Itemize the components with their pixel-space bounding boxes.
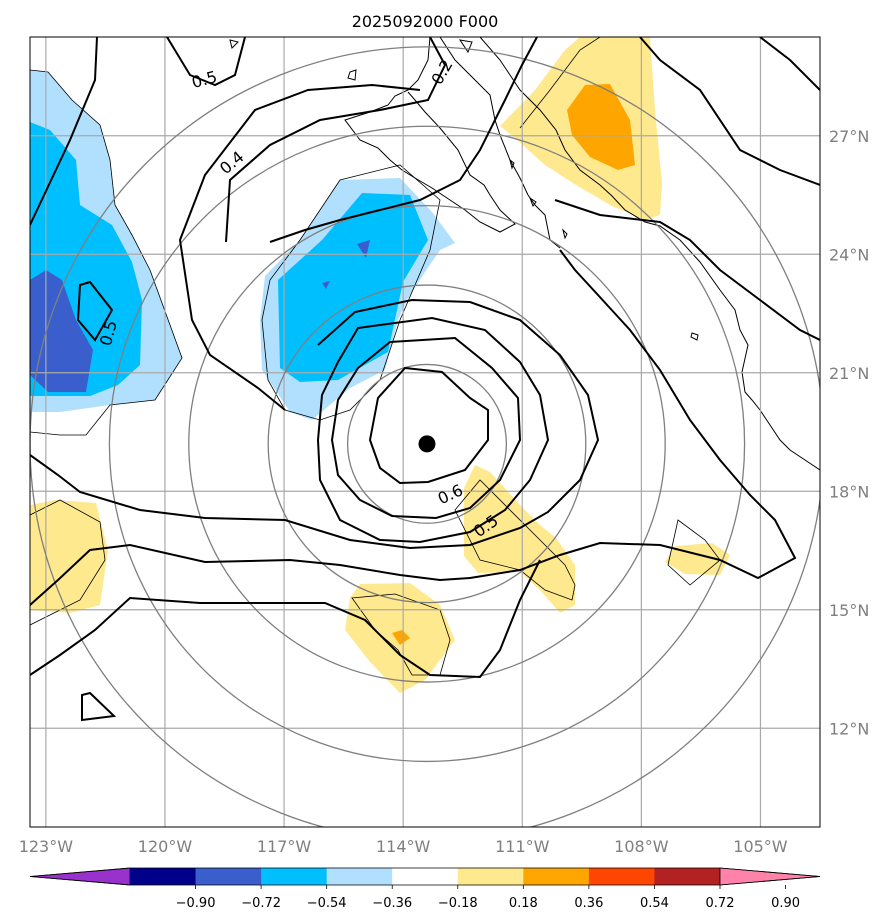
island-4 [562,228,568,240]
colorbar-outline [29,867,821,886]
range-ring-4 [30,46,820,827]
gulf-of-california-coast [439,37,561,249]
shade-negative-dot-1 [357,240,370,258]
lon-tick-label-3: 114°W [376,837,431,856]
contour-02-north [225,37,447,243]
contour-ring-2 [330,336,522,520]
island-1 [690,332,699,341]
contour-05-loop-west [30,37,98,226]
shade-negative-mid-center [278,193,428,382]
lon-tick-label-5: 108°W [614,837,669,856]
shade-negative-dot-2 [322,281,330,289]
contour-south [30,559,541,679]
colorbar-bin-1 [195,868,262,885]
colorbar-bin-0 [130,868,197,885]
colorbar-bin-3 [326,868,393,885]
contour-inner-trough [269,37,538,243]
colorbar-bin-6 [523,868,590,885]
colorbar-extend-low [29,867,131,886]
colorbar-tick-label-7: 0.54 [640,896,669,911]
mainland-mexico-coast [479,37,820,471]
shade-positive-orange-south [392,630,410,645]
range-ring-3 [108,125,746,763]
lon-tick-label-2: 117°W [257,837,312,856]
thin-contour-ne [519,37,601,129]
colorbar-tick-label-6: 0.36 [574,896,603,911]
baja-california-coast [344,37,516,233]
island-3 [528,196,537,208]
range-ring-1 [267,284,587,604]
thin-contour-east-box [667,519,721,586]
contour-05-loop-nw [166,37,246,87]
contour-label-1: 0.2 [427,56,456,88]
gridlines [30,37,820,827]
contour-east-lower [30,249,797,606]
range-ring-2 [188,205,666,683]
colorbar-tick-label-2: −0.54 [307,896,347,911]
colorbar-tick-label-5: 0.18 [509,896,538,911]
shade-positive-orange-ne [567,84,635,170]
storm-center-marker [418,435,436,453]
colorbar-tick-label-4: −0.18 [438,896,478,911]
colorbar-tick-label-8: 0.72 [706,896,735,911]
range-ring-0 [346,363,508,524]
colorbar-tick-label-0: −0.90 [176,896,216,911]
thin-contour-west [30,69,183,436]
contour-04-central [178,83,421,411]
thin-contour-center-box [454,479,576,601]
island-6 [458,39,473,54]
latitude-tick-labels: 27°N 24°N 21°N 18°N 15°N 12°N [829,127,869,739]
contour-small-triangle-west [76,280,114,342]
lon-tick-label-0: 123°W [19,837,74,856]
colorbar-bin-8 [654,868,721,885]
contour-inner-ring [368,366,489,485]
island-5 [347,69,357,81]
colorbar-tick-label-3: −0.36 [372,896,412,911]
lon-tick-label-1: 120°W [138,837,193,856]
contour-east-ne [639,37,820,186]
colorbar-bin-7 [588,868,655,885]
colorbar-bin-5 [457,868,524,885]
colorbar-bin-4 [392,868,459,885]
shade-positive-light-center [464,465,575,613]
lat-tick-label-2: 21°N [829,364,869,383]
thick-contours [30,37,820,722]
contour-label-4: 0.6 [435,480,466,508]
contour-label-2: 0.4 [216,147,248,178]
colorbar-tick-label-9: 0.90 [771,896,800,911]
longitude-tick-labels: 123°W 120°W 117°W 114°W 111°W 108°W 105°W [19,837,788,856]
contour-ring-4 [30,298,600,550]
map-frame [29,36,821,828]
contour-east-loop [759,37,820,91]
figure-title: 2025092000 F000 [352,12,499,31]
lat-tick-label-1: 24°N [829,245,869,264]
shading-layer [30,37,730,693]
lon-tick-label-4: 111°W [495,837,550,856]
contour-label-0: 0.5 [190,67,220,92]
island-7 [229,39,239,49]
contour-east-diag [554,199,820,341]
lat-tick-label-3: 18°N [829,482,869,501]
map-panel: 0.5 0.20.40.50.60.5 123°W 120°W 117°W 114°W 1… [19,36,869,856]
lat-tick-label-4: 15°N [829,601,869,620]
range-rings [30,46,820,827]
colorbar-extend-high [719,867,821,886]
coastlines [229,37,820,471]
colorbar: −0.90 −0.72 −0.54 −0.36 −0.18 0.18 0.36 0.54 0.7… [29,867,821,911]
contour-ring-3 [316,316,550,544]
shade-positive-light-west [30,500,108,613]
colorbar-tick-label-1: −0.72 [241,896,281,911]
thin-contour-southwest-box [30,499,106,626]
island-2 [509,158,515,170]
contour-small-triangle-sw [81,691,117,722]
lat-tick-label-0: 27°N [829,127,869,146]
lon-tick-label-6: 105°W [733,837,788,856]
lat-tick-label-5: 12°N [829,719,869,738]
colorbar-bin-2 [261,868,328,885]
